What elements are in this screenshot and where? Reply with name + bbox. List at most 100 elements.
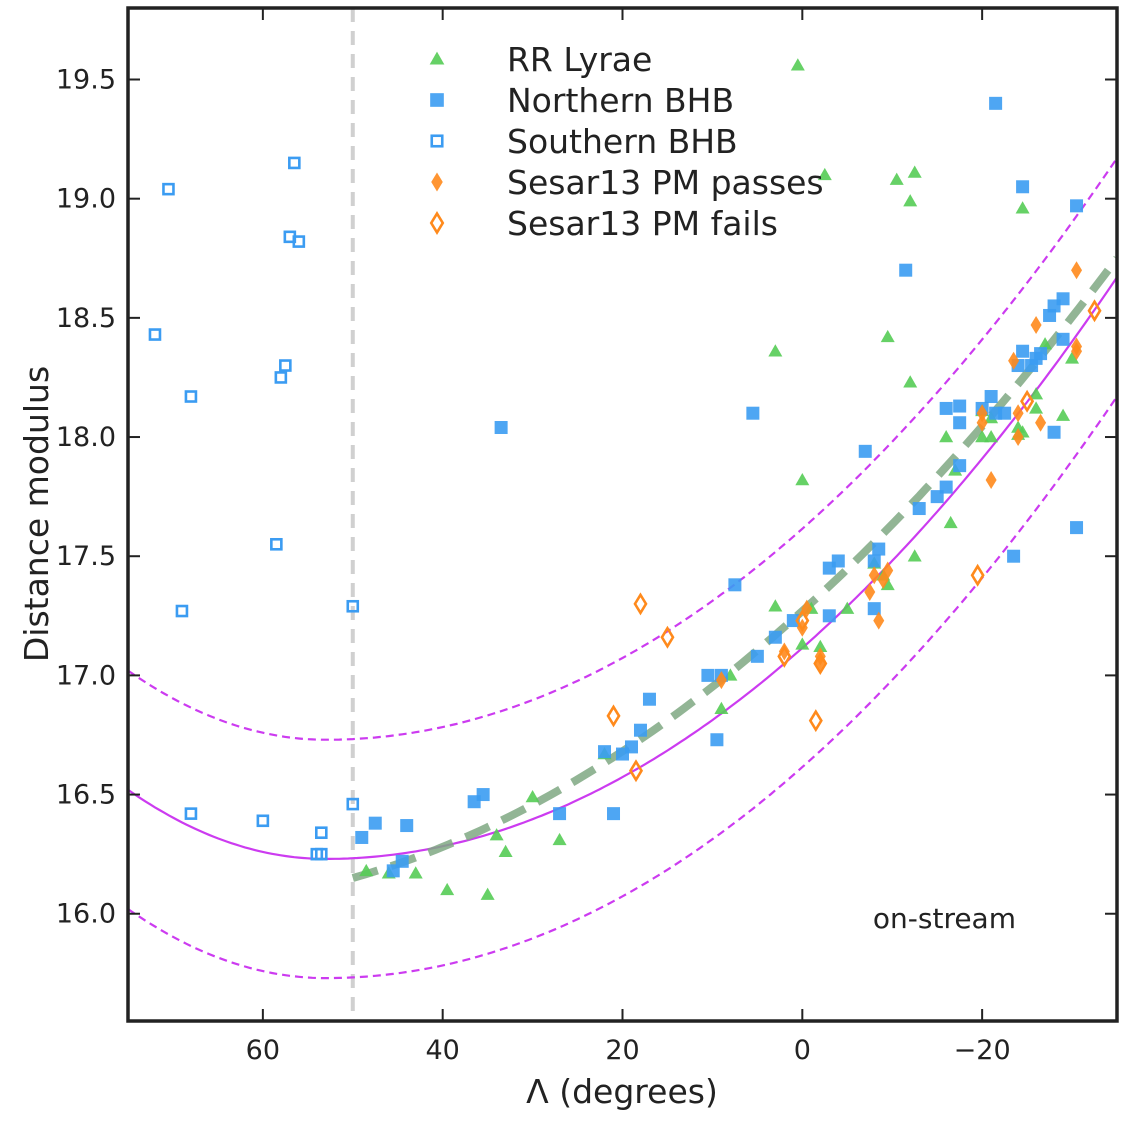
sesar13-pm-passes-point: [778, 642, 790, 661]
northern-bhb-point: [953, 416, 967, 430]
legend-marker-southern-bhb: [430, 134, 444, 148]
northern-bhb-point: [1070, 521, 1084, 535]
rr-lyrae-point: [489, 828, 504, 841]
on-stream-annotation: on-stream: [873, 902, 1016, 935]
southern-bhb-point: [292, 235, 306, 248]
rr-lyrae-point: [1056, 408, 1071, 421]
y-tick-label: 16.5: [56, 780, 116, 811]
legend-label-northern-bhb: Northern BHB: [507, 81, 734, 120]
rr-lyrae-point: [768, 599, 783, 612]
northern-bhb-point: [400, 819, 414, 833]
sesar13-pm-passes-point: [864, 582, 876, 601]
sesar13-pm-fails-point: [633, 592, 648, 616]
x-tick-label: −20: [954, 1035, 1011, 1066]
rr-lyrae-point: [1029, 401, 1044, 414]
model-lower-line: [128, 395, 1117, 980]
sesar13-pm-passes-point: [1071, 342, 1083, 361]
sesar13-pm-passes-point: [1035, 413, 1047, 432]
rr-lyrae-point: [907, 165, 922, 178]
rr-lyrae-point: [498, 844, 513, 858]
legend-label-rr-lyrae: RR Lyrae: [507, 40, 652, 79]
x-tick-label: 60: [246, 1035, 280, 1066]
northern-bhb-point: [642, 692, 656, 706]
rr-lyrae-point: [440, 882, 455, 896]
legend-label-sesar13-pm-passes: Sesar13 PM passes: [507, 163, 824, 202]
northern-bhb-point: [930, 490, 944, 504]
northern-bhb-point: [989, 96, 1003, 110]
y-tick-label: 19.0: [56, 184, 116, 215]
northern-bhb-point: [899, 263, 913, 277]
rr-lyrae-point: [552, 832, 567, 846]
x-tick-label: 0: [794, 1035, 811, 1066]
sesar13-pm-passes-point: [1012, 404, 1024, 423]
northern-bhb-point: [1029, 351, 1043, 365]
southern-bhb-point: [315, 847, 328, 861]
northern-bhb-point: [822, 561, 836, 575]
rr-lyrae-point: [817, 167, 832, 181]
rr-lyrae-point: [903, 375, 918, 388]
northern-bhb-point: [467, 795, 481, 809]
rr-lyrae-point: [408, 866, 423, 879]
northern-bhb-point: [395, 854, 409, 868]
southern-bhb-point: [184, 807, 198, 820]
rr-lyrae-point: [359, 863, 374, 877]
northern-bhb-point: [728, 578, 742, 592]
x-tick-label: 20: [605, 1035, 639, 1066]
rr-lyrae-point: [790, 58, 805, 71]
sesar13-pm-passes-point: [715, 671, 727, 690]
northern-bhb-point: [616, 747, 629, 761]
southern-bhb-point: [279, 359, 292, 372]
y-tick-label: 19.5: [56, 65, 116, 96]
northern-bhb-point: [984, 390, 998, 404]
northern-bhb-point: [1047, 425, 1061, 439]
northern-bhb-point: [822, 609, 836, 623]
rr-lyrae-point: [795, 637, 810, 650]
rr-lyrae-point: [889, 172, 904, 185]
northern-bhb-point: [768, 630, 782, 644]
axis-ticks: 60 40 20 0 −20 16.0 16.5 17.0 17.5 18.0 18.5 19.0 19…: [56, 8, 1117, 1066]
model-track-line: [128, 276, 1117, 860]
sesar13-pm-fails-point: [777, 644, 792, 668]
rr-lyrae-point: [480, 887, 495, 900]
y-tick-label: 18.0: [56, 422, 116, 453]
rr-lyrae-point: [768, 344, 783, 357]
sesar13-pm-fails-point: [628, 759, 644, 783]
sesar13-pm-fails-point: [660, 625, 675, 649]
northern-bhb-point: [1016, 180, 1030, 194]
northern-bhb-point: [633, 723, 647, 737]
y-tick-label: 18.5: [56, 303, 116, 334]
northern-bhb-point: [867, 554, 881, 568]
rr-lyrae-point: [880, 329, 895, 343]
southern-bhb-point: [175, 604, 189, 618]
northern-bhb-point: [750, 649, 764, 663]
rr-lyrae-point: [1029, 387, 1044, 400]
southern-bhb-point: [256, 814, 270, 828]
rr-lyrae-point: [714, 701, 729, 715]
sesar13-pm-passes-point: [1030, 316, 1042, 335]
northern-bhb-point: [939, 401, 953, 415]
sesar13-pm-passes-point: [873, 611, 885, 630]
rr-lyrae-point: [943, 515, 958, 529]
northern-bhb-point: [912, 502, 926, 516]
sesar13-pm-fails-point: [795, 609, 810, 633]
northern-bhb-point: [494, 421, 508, 435]
data-points: [148, 58, 1102, 900]
northern-bhb-point: [746, 406, 760, 420]
southern-bhb-point: [274, 371, 288, 384]
y-tick-label: 16.0: [56, 899, 116, 930]
sesar13-pm-passes-point: [1008, 351, 1020, 370]
northern-bhb-point: [1056, 332, 1070, 346]
northern-bhb-point: [858, 444, 872, 458]
northern-bhb-point: [1043, 308, 1057, 322]
legend-marker-sesar13-pm-passes: [431, 172, 443, 192]
rr-lyrae-point: [903, 194, 918, 207]
southern-bhb-point: [346, 599, 360, 613]
rr-lyrae-point: [907, 549, 922, 562]
northern-bhb-point: [786, 614, 800, 628]
legend-marker-sesar13-pm-fails: [429, 211, 445, 235]
northern-bhb-point: [701, 668, 715, 682]
x-tick-label: 40: [426, 1035, 460, 1066]
model-lines: [128, 8, 1117, 1021]
northern-bhb-point: [953, 459, 967, 473]
